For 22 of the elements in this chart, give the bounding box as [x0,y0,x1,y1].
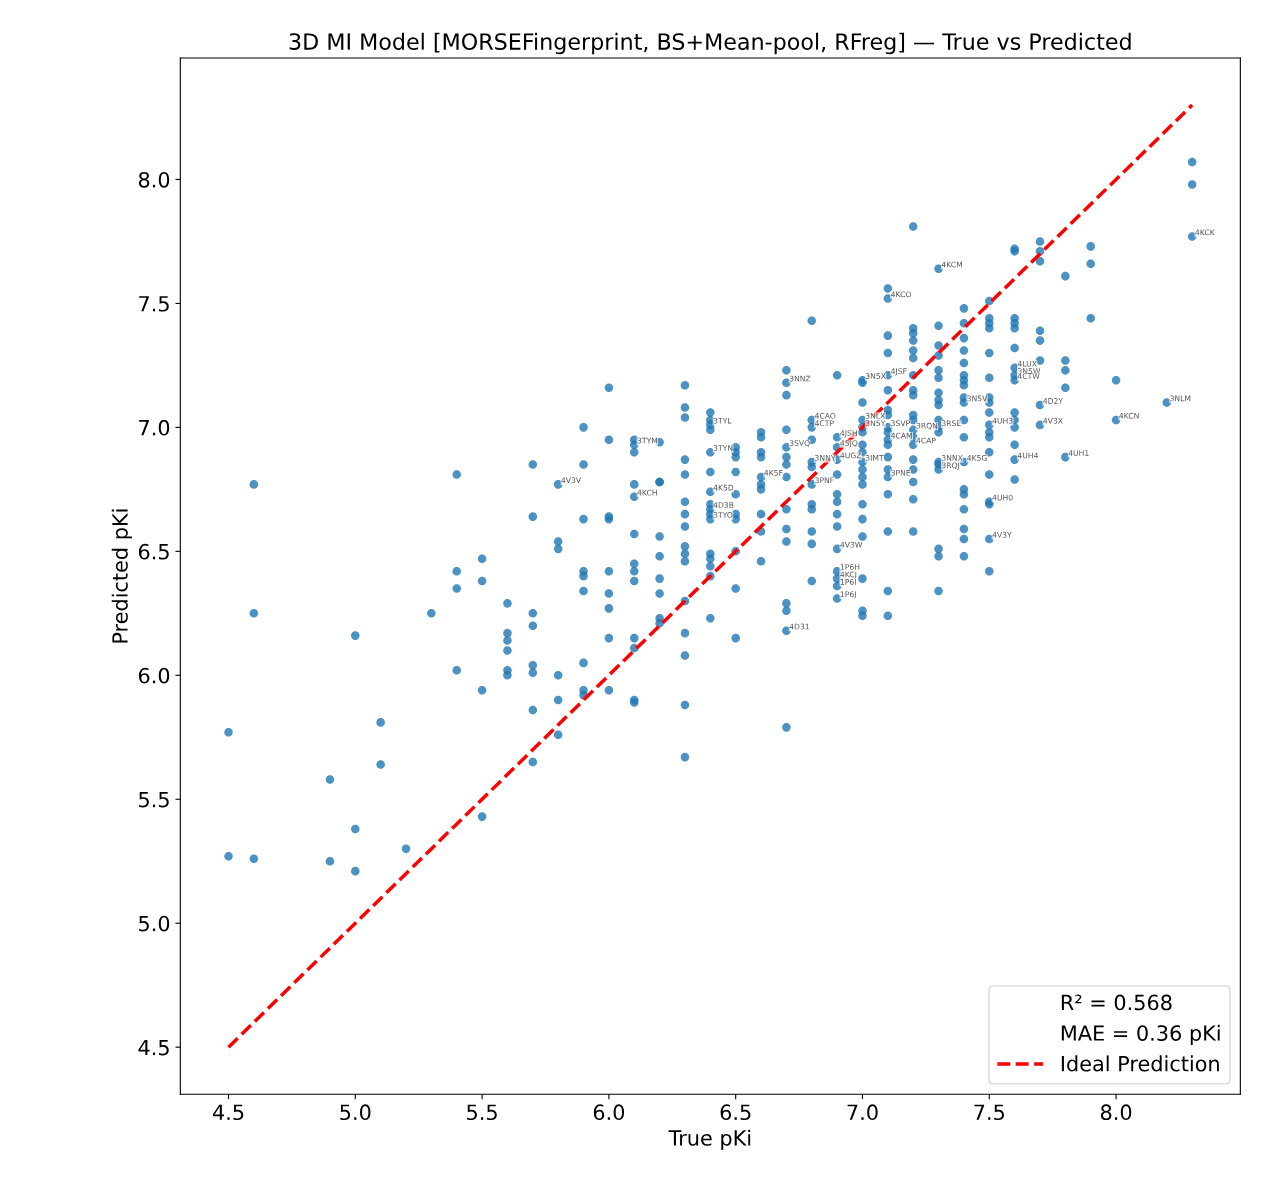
x-tick-label: 7.5 [974,1104,1005,1121]
x-tick-label: 8.0 [1100,1104,1132,1121]
chart-title: 3D MI Model [MORSEFingerprint, BS+Mean-pool, RFreg] — True vs Predicted [289,32,1131,55]
annotation: MAE = 0.36 pKi [1061,1024,1220,1045]
x-axis-title: True pKi [668,1129,751,1150]
y-tick-label: 7.5 [139,296,169,312]
y-tick-label: 6.0 [138,667,170,684]
annotation: R² = 0.568 [1061,994,1172,1011]
y-tick-label: 5.5 [139,791,169,808]
y-tick-label: 8.0 [138,171,170,188]
x-tick-label: 4.5 [212,1104,244,1121]
y-axis-title: Predicted pKi [111,509,132,643]
y-tick-label: 6.5 [138,543,169,560]
x-tick-label: 5.5 [467,1104,497,1121]
y-tick-label: 4.5 [138,1039,169,1056]
x-tick-label: 5.0 [340,1104,371,1121]
legend-label: Ideal Prediction [1061,1055,1219,1072]
y-tick-label: 5.0 [139,915,170,932]
x-tick-label: 7.0 [847,1104,878,1121]
x-tick-label: 6.0 [593,1104,625,1121]
x-tick-label: 6.5 [720,1104,751,1121]
y-tick-label: 7.0 [139,419,170,436]
